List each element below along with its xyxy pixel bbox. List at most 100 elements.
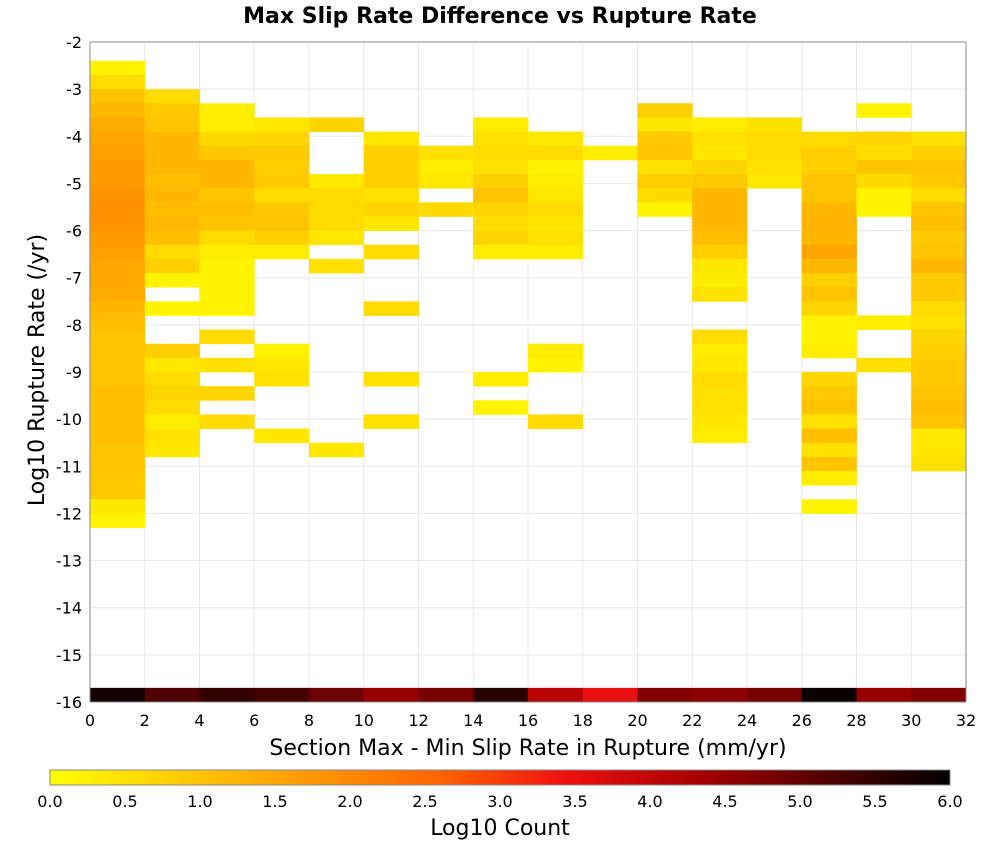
heatmap-cell	[911, 131, 967, 147]
heatmap-cell	[911, 329, 967, 345]
heatmap-cell	[801, 471, 857, 486]
heatmap-cell	[692, 244, 748, 260]
heatmap-cell	[144, 301, 200, 316]
heatmap-cell	[528, 230, 584, 246]
x-tick-label: 22	[682, 711, 702, 730]
heatmap-cell	[911, 287, 967, 302]
x-tick-label: 14	[463, 711, 483, 730]
y-tick-label: -2	[66, 33, 82, 52]
heatmap-cell	[801, 273, 857, 288]
heatmap-cell	[90, 202, 146, 217]
heatmap-cell	[144, 145, 200, 161]
heatmap-cell	[199, 273, 255, 288]
heatmap-cell	[90, 103, 146, 118]
heatmap-cell	[692, 287, 748, 302]
y-tick-label: -5	[66, 174, 82, 193]
heatmap-cell	[90, 400, 146, 415]
x-tick-label: 28	[846, 711, 866, 730]
heatmap-cell	[528, 174, 584, 189]
colorbar-tick-label: 2.5	[412, 792, 437, 811]
heatmap-cell	[144, 428, 200, 444]
heatmap-cell	[801, 456, 857, 472]
heatmap-cell	[90, 258, 146, 274]
heatmap-cell	[144, 103, 200, 118]
heatmap-cell	[254, 372, 310, 387]
heatmap-cell	[692, 117, 748, 132]
heatmap-cell	[254, 174, 310, 189]
y-tick-label: -14	[56, 599, 82, 618]
heatmap-cell	[90, 301, 146, 316]
heatmap-cell	[801, 315, 857, 330]
heatmap-cell	[90, 456, 146, 472]
heatmap-cell	[528, 159, 584, 175]
heatmap-cell	[144, 188, 200, 203]
heatmap-cell	[254, 131, 310, 147]
heatmap-cell	[473, 131, 529, 147]
heatmap-cell	[473, 159, 529, 175]
heatmap-cell	[801, 174, 857, 189]
heatmap-cell	[801, 400, 857, 415]
y-tick-label: -4	[66, 127, 82, 146]
heatmap-cell	[199, 244, 255, 260]
heatmap-cell	[90, 131, 146, 147]
heatmap-cell	[90, 471, 146, 486]
heatmap-cell	[856, 202, 912, 217]
heatmap-cell	[418, 159, 474, 175]
x-tick-label: 6	[249, 711, 259, 730]
heatmap-cell	[801, 216, 857, 231]
colorbar-tick-label: 0.5	[112, 792, 137, 811]
heatmap-cell	[911, 258, 967, 274]
heatmap-cell	[747, 687, 803, 702]
heatmap-cell	[911, 145, 967, 161]
heatmap-cell	[692, 329, 748, 345]
heatmap-cell	[637, 174, 693, 189]
heatmap-cell	[637, 159, 693, 175]
heatmap-cell	[90, 357, 146, 373]
heatmap-cell	[199, 414, 255, 429]
heatmap-cell	[144, 343, 200, 359]
heatmap-cell	[582, 687, 638, 702]
colorbar-tick-label: 0.0	[37, 792, 62, 811]
heatmap-cell	[692, 145, 748, 161]
heatmap-cell	[801, 442, 857, 458]
heatmap-cell	[692, 386, 748, 401]
heatmap-cell	[90, 60, 146, 76]
heatmap-cell	[801, 159, 857, 175]
heatmap-cell	[254, 244, 310, 260]
x-tick-label: 4	[194, 711, 204, 730]
heatmap-cell	[144, 400, 200, 415]
heatmap-cell	[911, 372, 967, 387]
heatmap-cell	[90, 273, 146, 288]
y-tick-label: -11	[56, 457, 82, 476]
heatmap-cell	[637, 103, 693, 118]
heatmap-cell	[801, 131, 857, 147]
heatmap-cell	[637, 202, 693, 217]
heatmap-cell	[747, 117, 803, 132]
y-tick-label: -16	[56, 693, 82, 712]
heatmap-cell	[692, 202, 748, 217]
heatmap-cell	[144, 372, 200, 387]
heatmap-cell	[528, 357, 584, 373]
heatmap-cell	[692, 687, 748, 702]
heatmap-cell	[90, 513, 146, 528]
heatmap-cell	[801, 230, 857, 246]
heatmap-cell	[254, 687, 310, 702]
heatmap-cell	[801, 258, 857, 274]
heatmap-cell	[911, 202, 967, 217]
y-tick-label: -7	[66, 269, 82, 288]
heatmap-cell	[801, 414, 857, 429]
heatmap-cell	[199, 687, 255, 702]
heatmap-cell	[309, 230, 365, 246]
heatmap-cell	[692, 174, 748, 189]
colorbar-tick-label: 1.0	[187, 792, 212, 811]
heatmap-cell	[528, 244, 584, 260]
heatmap-cell	[254, 357, 310, 373]
heatmap-cell	[528, 131, 584, 147]
heatmap-cell	[911, 174, 967, 189]
heatmap-cell	[856, 687, 912, 702]
heatmap-cell	[90, 343, 146, 359]
heatmap-cell	[911, 188, 967, 203]
heatmap-cell	[254, 230, 310, 246]
heatmap-cell	[309, 687, 365, 702]
heatmap-cell	[801, 687, 857, 702]
